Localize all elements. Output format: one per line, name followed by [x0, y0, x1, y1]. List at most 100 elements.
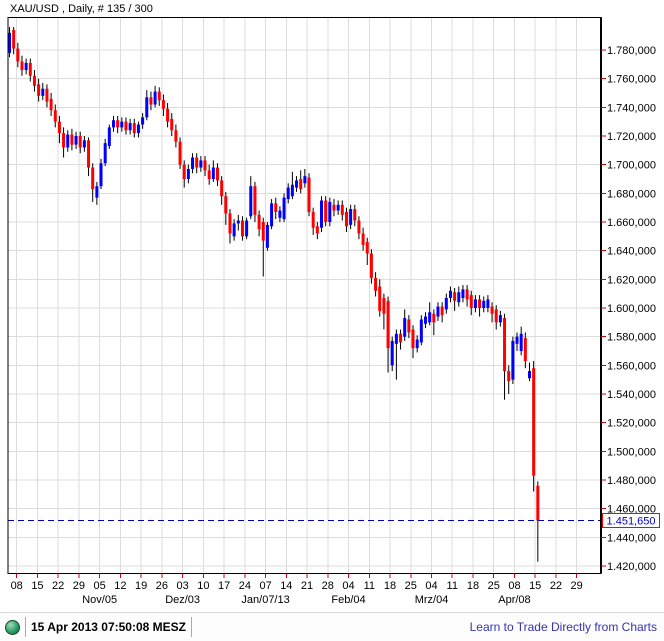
candle-up — [424, 316, 427, 324]
x-axis: 08 15 22 29 05 12 19 26 03 10 17 24 07 14 21 28 04 11 18 25… — [11, 573, 583, 606]
candle-down — [228, 213, 232, 234]
candle-down — [149, 97, 153, 105]
x-axis-label: 15 — [529, 580, 541, 592]
candle-down — [407, 319, 411, 333]
candle-up — [211, 167, 215, 179]
x-axis-label: 07 — [259, 580, 271, 592]
candle-down — [20, 61, 24, 71]
candle-up — [141, 117, 145, 125]
candle-down — [369, 253, 373, 278]
candle-up — [66, 134, 70, 148]
connection-status-icon — [5, 619, 20, 635]
candle-down — [78, 136, 82, 148]
candle-down — [503, 318, 507, 372]
plot-border — [7, 17, 602, 574]
candle-down — [203, 160, 207, 171]
candle-down — [253, 186, 257, 215]
candle-down — [353, 209, 357, 221]
candle-down — [45, 88, 49, 102]
candle-up — [515, 336, 519, 344]
candle-down — [16, 48, 20, 62]
y-axis-label: 1.580,000 — [607, 332, 656, 344]
learn-to-trade-link[interactable]: Learn to Trade Directly from Charts — [469, 620, 657, 634]
x-axis-label: 14 — [280, 580, 292, 592]
candle-down — [157, 91, 161, 101]
candle-up — [528, 371, 531, 379]
candle-down — [174, 130, 178, 142]
y-axis-label: 1.520,000 — [607, 418, 656, 430]
candle-down — [507, 371, 511, 382]
candle-up — [519, 333, 523, 351]
candle-down — [216, 167, 219, 181]
candle-up — [136, 124, 140, 134]
y-axis-label: 1.600,000 — [607, 303, 656, 315]
x-axis-label: 10 — [197, 580, 209, 592]
candle-down — [195, 157, 199, 168]
candle-up — [191, 157, 195, 169]
candle-up — [107, 127, 111, 147]
candle-down — [478, 299, 482, 308]
candle-down — [28, 62, 32, 76]
x-axis-label: 08 — [508, 580, 520, 592]
candle-up — [428, 312, 432, 323]
y-axis-label: 1.440,000 — [607, 532, 656, 544]
candle-down — [62, 133, 66, 148]
x-axis-label: 29 — [571, 580, 583, 592]
x-axis-label: 11 — [364, 580, 375, 592]
candle-up — [415, 339, 419, 349]
candle-down — [324, 200, 328, 222]
candle-down — [382, 297, 386, 314]
candle-up — [390, 340, 394, 366]
candle-down — [465, 289, 469, 300]
chart-title: XAU/USD , Daily, # 135 / 300 — [10, 3, 153, 15]
candle-down — [411, 329, 415, 349]
candle-down — [124, 121, 128, 131]
candle-up — [95, 186, 99, 198]
candle-up — [24, 62, 28, 71]
candle-down — [311, 211, 315, 228]
grid — [8, 17, 601, 574]
candle-up — [482, 300, 486, 308]
x-axis-label: 21 — [301, 580, 313, 592]
candle-down — [274, 203, 278, 212]
y-axis-label: 1.620,000 — [607, 274, 656, 286]
statusbar-separator — [25, 617, 26, 637]
price-chart-canvas[interactable]: 1.780,000 1.760,000 1.740,000 1.720,000 1.70… — [0, 0, 664, 612]
candle-down — [182, 164, 186, 179]
y-axis-label: 1.680,000 — [607, 188, 656, 200]
y-axis-label: 1.560,000 — [607, 360, 656, 372]
candle-up — [444, 297, 448, 310]
current-price-tag: 1.451,650 — [602, 513, 660, 529]
candle-down — [357, 220, 361, 234]
candle-down — [257, 214, 261, 230]
candle-up — [236, 220, 240, 224]
candle-up — [394, 333, 398, 344]
y-axis-label: 1.700,000 — [607, 160, 656, 172]
candle-up — [461, 289, 465, 298]
y-axis-label: 1.780,000 — [607, 45, 656, 57]
candle-down — [170, 118, 174, 131]
candle-up — [153, 91, 157, 105]
candle-up — [448, 290, 452, 298]
candle-down — [378, 286, 382, 311]
x-axis-label: 12 — [114, 580, 126, 592]
y-axis-label: 1.420,000 — [607, 561, 656, 573]
candle-down — [523, 338, 527, 362]
candle-up — [120, 121, 124, 128]
y-axis-label: 1.740,000 — [607, 102, 656, 114]
x-axis-label: 04 — [342, 580, 354, 592]
candle-up — [282, 197, 286, 220]
candle-down — [440, 306, 444, 316]
candle-down — [315, 226, 319, 234]
candle-up — [286, 187, 290, 200]
x-axis-label: 25 — [488, 580, 500, 592]
candle-up — [290, 184, 294, 197]
x-axis-label: 04 — [425, 580, 437, 592]
status-bar: 15 Apr 2013 07:50:08 MESZ Learn to Trade… — [0, 612, 664, 641]
candle-up — [419, 319, 423, 343]
candle-up — [249, 186, 253, 217]
candle-down — [12, 29, 16, 49]
candle-down — [207, 170, 211, 179]
x-axis-label: 15 — [31, 580, 43, 592]
x-axis-label: 22 — [52, 580, 64, 592]
